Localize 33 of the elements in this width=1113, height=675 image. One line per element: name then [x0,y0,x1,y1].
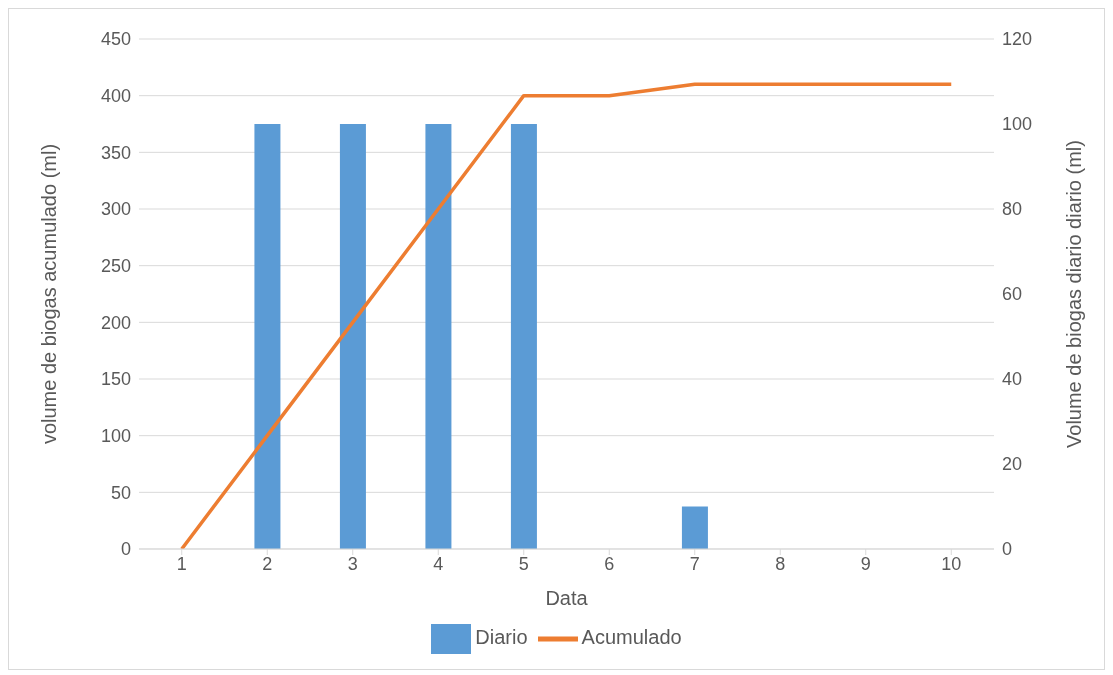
y-tick-label: 200 [100,312,131,333]
y2-tick-label: 120 [1002,29,1033,50]
y2-tick-label: 40 [1002,369,1023,390]
x-tick-label: 5 [518,553,529,574]
x-tick-label: 9 [860,553,871,574]
y2-tick-label: 20 [1002,454,1023,475]
y-axis-title: volume de biogas acumulado (ml) [38,143,61,445]
line-series [180,82,953,549]
y-tick-label: 100 [100,426,131,447]
x-tick-label: 4 [433,553,444,574]
x-tick-label: 3 [347,553,358,574]
x-tick-label: 1 [176,553,187,574]
y-tick-label: 450 [100,29,131,50]
y2-tick-label: 100 [1002,114,1033,135]
y-tick-label: 50 [110,482,131,503]
x-axis-title: Data [545,587,589,609]
x-tick-label: 8 [775,553,786,574]
y2-axis-title: Volume de biogas diario diario (ml) [1063,140,1086,448]
y-tick-label: 300 [100,199,131,220]
y-tick-label: 350 [100,142,131,163]
x-tick-label: 2 [262,553,273,574]
x-tick-label: 10 [941,553,962,574]
x-tick-label: 6 [604,553,615,574]
y2-tick-label: 60 [1002,284,1023,305]
y2-tick-label: 80 [1002,199,1023,220]
y-tick-label: 150 [100,369,131,390]
legend-label: Diario [475,626,528,649]
y2-tick-label: 0 [1002,539,1013,560]
x-tick-label: 7 [689,553,700,574]
legend-label: Acumulado [581,626,682,649]
y-tick-label: 250 [100,256,131,277]
y-tick-label: 0 [120,539,131,560]
y-tick-label: 400 [100,86,131,107]
